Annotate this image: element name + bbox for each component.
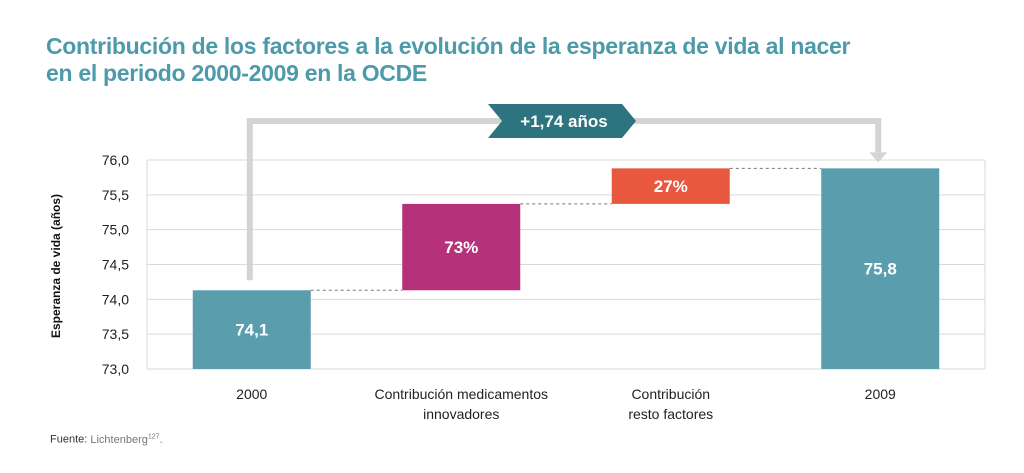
bar-label: 73% xyxy=(444,238,478,257)
bracket-arrowhead xyxy=(869,152,888,163)
source-name: Lichtenberg xyxy=(90,433,148,446)
chart-title: Contribución de los factores a la evoluc… xyxy=(46,33,1006,87)
y-tick-label: 75,0 xyxy=(102,222,129,238)
y-axis-label: Esperanza de vida (años) xyxy=(49,194,63,338)
x-tick-label: innovadores xyxy=(423,406,499,422)
bar xyxy=(821,168,940,369)
annotation-label: +1,74 años xyxy=(520,112,607,131)
bar xyxy=(611,168,730,204)
x-tick-label: Contribución xyxy=(631,386,710,402)
source-note: Fuente: Lichtenberg127. xyxy=(50,433,163,446)
x-tick-label: 2009 xyxy=(865,386,896,402)
annotation-badge xyxy=(488,104,636,138)
y-tick-label: 74,0 xyxy=(102,291,129,307)
y-tick-label: 75,5 xyxy=(102,187,129,203)
source-end: . xyxy=(159,433,163,446)
source-label: Fuente: xyxy=(50,433,88,446)
bar-label: 27% xyxy=(654,177,688,196)
y-tick-label: 73,0 xyxy=(102,361,129,377)
bar xyxy=(192,290,311,369)
source-text: Lichtenberg127. xyxy=(90,433,163,446)
y-tick-label: 73,5 xyxy=(102,326,129,342)
bracket-arrow xyxy=(246,118,882,281)
chart-title-line-2: en el periodo 2000-2009 en la OCDE xyxy=(46,60,427,86)
bar-label: 75,8 xyxy=(864,260,897,279)
bar-label: 74,1 xyxy=(235,321,268,340)
chart-title-line-1: Contribución de los factores a la evoluc… xyxy=(46,33,851,59)
source-reference: 127 xyxy=(147,433,160,440)
x-tick-label: Contribución medicamentos xyxy=(374,386,548,402)
x-tick-label: resto factores xyxy=(628,406,713,422)
bar xyxy=(402,203,521,291)
x-tick-label: 2000 xyxy=(236,386,267,402)
y-tick-label: 74,5 xyxy=(102,257,129,273)
y-tick-label: 76,0 xyxy=(102,152,129,168)
